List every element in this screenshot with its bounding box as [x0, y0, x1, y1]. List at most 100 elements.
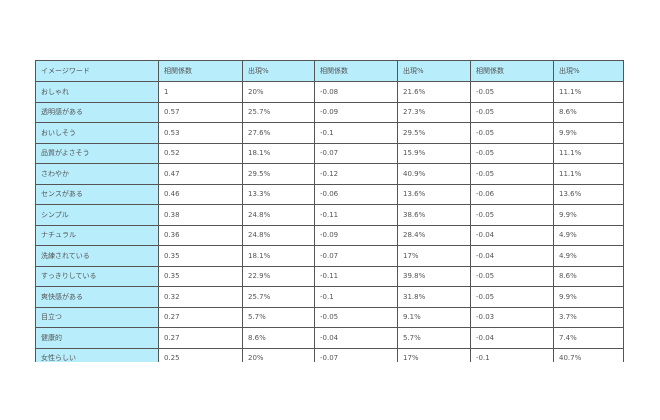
value-cell: -0.09: [314, 224, 398, 246]
value-cell: 5.7%: [397, 327, 471, 349]
value-cell: -0.05: [470, 101, 554, 123]
value-cell: 20%: [242, 81, 315, 103]
value-cell: 5.7%: [242, 306, 315, 328]
table-row: 目立つ 0.27 5.7% -0.05 9.1% -0.03 3.7%: [35, 306, 624, 328]
value-cell: 25.7%: [242, 286, 315, 308]
value-cell: 25.7%: [242, 101, 315, 123]
value-cell: -0.08: [314, 81, 398, 103]
table-row: おしゃれ 1 20% -0.08 21.6% -0.05 11.1%: [35, 81, 624, 103]
value-cell: 9.9%: [553, 204, 624, 226]
value-cell: 20%: [242, 347, 315, 362]
value-cell: -0.07: [314, 142, 398, 164]
column-header: 相関係数: [470, 60, 554, 82]
image-word-cell: 洗練されている: [35, 245, 159, 267]
value-cell: -0.07: [314, 245, 398, 267]
image-word-cell: おしゃれ: [35, 81, 159, 103]
column-header: イメージワード: [35, 60, 159, 82]
value-cell: -0.05: [470, 265, 554, 287]
value-cell: -0.03: [470, 306, 554, 328]
value-cell: -0.04: [470, 224, 554, 246]
value-cell: 31.8%: [397, 286, 471, 308]
value-cell: 40.9%: [397, 163, 471, 185]
image-word-cell: 健康的: [35, 327, 159, 349]
value-cell: 0.36: [158, 224, 243, 246]
value-cell: 3.7%: [553, 306, 624, 328]
value-cell: 29.5%: [242, 163, 315, 185]
value-cell: 0.57: [158, 101, 243, 123]
value-cell: -0.06: [470, 183, 554, 205]
value-cell: 11.1%: [553, 163, 624, 185]
value-cell: 39.8%: [397, 265, 471, 287]
image-word-cell: 女性らしい: [35, 347, 159, 362]
value-cell: -0.09: [314, 101, 398, 123]
table-row: さわやか 0.47 29.5% -0.12 40.9% -0.05 11.1%: [35, 163, 624, 185]
value-cell: 0.46: [158, 183, 243, 205]
value-cell: 4.9%: [553, 245, 624, 267]
value-cell: 0.52: [158, 142, 243, 164]
value-cell: 0.35: [158, 245, 243, 267]
value-cell: -0.05: [470, 204, 554, 226]
table-row: ナチュラル 0.36 24.8% -0.09 28.4% -0.04 4.9%: [35, 224, 624, 246]
table-row: すっきりしている 0.35 22.9% -0.11 39.8% -0.05 8.6%: [35, 265, 624, 287]
table-row: シンプル 0.38 24.8% -0.11 38.6% -0.05 9.9%: [35, 204, 624, 226]
value-cell: 0.47: [158, 163, 243, 185]
image-word-cell: おいしそう: [35, 122, 159, 144]
value-cell: -0.1: [470, 347, 554, 362]
value-cell: 9.9%: [553, 286, 624, 308]
value-cell: 9.1%: [397, 306, 471, 328]
value-cell: 8.6%: [553, 265, 624, 287]
value-cell: -0.04: [470, 327, 554, 349]
value-cell: 27.3%: [397, 101, 471, 123]
value-cell: 28.4%: [397, 224, 471, 246]
image-word-cell: ナチュラル: [35, 224, 159, 246]
value-cell: 0.53: [158, 122, 243, 144]
value-cell: 27.6%: [242, 122, 315, 144]
table-row: 品質がよさそう 0.52 18.1% -0.07 15.9% -0.05 11.1%: [35, 142, 624, 164]
value-cell: 17%: [397, 245, 471, 267]
table-header-row: イメージワード 相関係数 出現% 相関係数 出現% 相関係数 出現%: [35, 60, 624, 82]
image-word-cell: センスがある: [35, 183, 159, 205]
value-cell: -0.05: [470, 286, 554, 308]
value-cell: -0.06: [314, 183, 398, 205]
value-cell: 18.1%: [242, 245, 315, 267]
value-cell: 0.32: [158, 286, 243, 308]
value-cell: -0.1: [314, 286, 398, 308]
correlation-table: イメージワード 相関係数 出現% 相関係数 出現% 相関係数 出現% おしゃれ 1 20% -0.0…: [35, 60, 624, 362]
value-cell: 40.7%: [553, 347, 624, 362]
table-row: 爽快感がある 0.32 25.7% -0.1 31.8% -0.05 9.9%: [35, 286, 624, 308]
column-header: 相関係数: [314, 60, 398, 82]
value-cell: 4.9%: [553, 224, 624, 246]
table-row: 洗練されている 0.35 18.1% -0.07 17% -0.04 4.9%: [35, 245, 624, 267]
value-cell: 0.25: [158, 347, 243, 362]
value-cell: 0.27: [158, 306, 243, 328]
value-cell: -0.11: [314, 204, 398, 226]
value-cell: 17%: [397, 347, 471, 362]
value-cell: 24.8%: [242, 224, 315, 246]
value-cell: 9.9%: [553, 122, 624, 144]
value-cell: 15.9%: [397, 142, 471, 164]
table-row: 透明感がある 0.57 25.7% -0.09 27.3% -0.05 8.6%: [35, 101, 624, 123]
value-cell: 11.1%: [553, 142, 624, 164]
value-cell: -0.12: [314, 163, 398, 185]
value-cell: 24.8%: [242, 204, 315, 226]
value-cell: 7.4%: [553, 327, 624, 349]
value-cell: 0.35: [158, 265, 243, 287]
table-row: 健康的 0.27 8.6% -0.04 5.7% -0.04 7.4%: [35, 327, 624, 349]
column-header: 出現%: [397, 60, 471, 82]
value-cell: -0.05: [470, 142, 554, 164]
value-cell: -0.11: [314, 265, 398, 287]
value-cell: 1: [158, 81, 243, 103]
value-cell: 0.38: [158, 204, 243, 226]
value-cell: -0.05: [470, 81, 554, 103]
table-row: おいしそう 0.53 27.6% -0.1 29.5% -0.05 9.9%: [35, 122, 624, 144]
column-header: 相関係数: [158, 60, 243, 82]
value-cell: 38.6%: [397, 204, 471, 226]
value-cell: 13.3%: [242, 183, 315, 205]
value-cell: -0.05: [314, 306, 398, 328]
image-word-cell: すっきりしている: [35, 265, 159, 287]
image-word-cell: シンプル: [35, 204, 159, 226]
column-header: 出現%: [242, 60, 315, 82]
value-cell: 13.6%: [397, 183, 471, 205]
value-cell: 22.9%: [242, 265, 315, 287]
value-cell: -0.05: [470, 122, 554, 144]
